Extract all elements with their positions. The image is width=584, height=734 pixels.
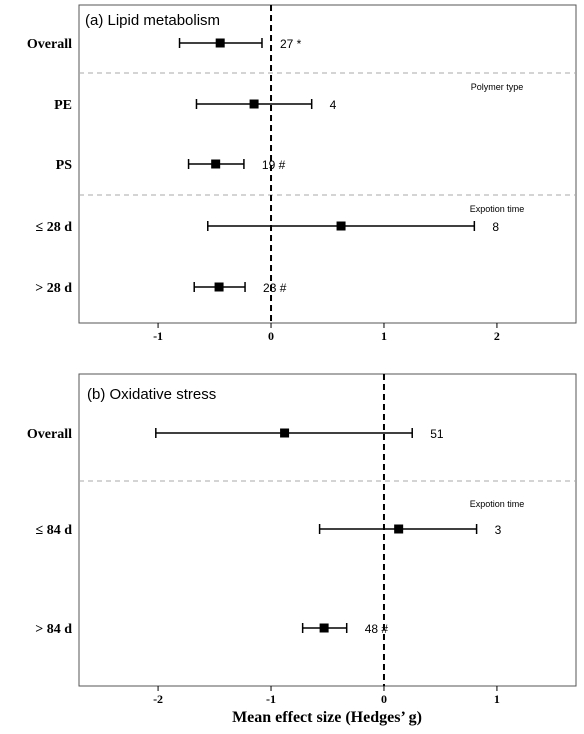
sample-size-label: 3 bbox=[495, 523, 502, 537]
row-label: ≤ 84 d bbox=[36, 523, 73, 538]
mean-marker bbox=[394, 524, 404, 534]
panel-a-x-axis: -1 0 1 2 bbox=[153, 323, 500, 343]
panel-b-rows: Overall 51 ≤ 84 d 3 > 84 d 48 # bbox=[27, 427, 502, 637]
panel-a-rows: Overall 27 * PE 4 PS 19 # ≤ 28 d 8 > 28 d 23 # bbox=[27, 37, 499, 296]
mean-marker bbox=[336, 221, 346, 231]
sample-size-label: 48 # bbox=[365, 622, 389, 636]
panel-a-frame bbox=[78, 4, 577, 324]
panel-b-group-notes: Expotion time bbox=[470, 499, 525, 509]
row-label: PS bbox=[56, 158, 73, 173]
x-tick-label: 0 bbox=[268, 329, 274, 343]
mean-marker bbox=[215, 38, 225, 48]
sample-size-label: 51 bbox=[430, 427, 444, 441]
panel-b-x-axis: -2 -1 0 1 bbox=[153, 686, 500, 706]
row-label: > 84 d bbox=[35, 622, 72, 637]
mean-marker bbox=[214, 282, 224, 292]
row-label: Overall bbox=[27, 427, 72, 442]
sample-size-label: 19 # bbox=[262, 158, 286, 172]
panel-a-group-notes: Polymer type Expotion time bbox=[470, 82, 525, 214]
sample-size-label: 4 bbox=[330, 98, 337, 112]
sample-size-label: 23 # bbox=[263, 281, 287, 295]
group-note: Expotion time bbox=[470, 499, 525, 509]
sample-size-label: 8 bbox=[492, 220, 499, 234]
group-note: Polymer type bbox=[471, 82, 524, 92]
x-tick-label: 0 bbox=[381, 692, 387, 706]
panel-a-dividers bbox=[79, 72, 576, 196]
row-label: ≤ 28 d bbox=[36, 220, 73, 235]
mean-marker bbox=[249, 99, 259, 109]
x-tick-label: -1 bbox=[153, 329, 163, 343]
panel-lipid-metabolism: (a) Lipid metabolism -1 0 1 2 Polymer type E… bbox=[27, 4, 577, 343]
x-tick-label: -1 bbox=[266, 692, 276, 706]
x-tick-label: -2 bbox=[153, 692, 163, 706]
mean-marker bbox=[211, 159, 221, 169]
mean-marker bbox=[280, 428, 290, 438]
row-label: > 28 d bbox=[35, 281, 72, 296]
x-axis-label: Mean effect size (Hedges’ g) bbox=[232, 709, 422, 726]
sample-size-label: 27 * bbox=[280, 37, 302, 51]
panel-b-title: (b) Oxidative stress bbox=[87, 386, 216, 403]
panel-b-frame bbox=[78, 373, 577, 687]
mean-marker bbox=[319, 623, 329, 633]
x-tick-label: 2 bbox=[494, 329, 500, 343]
group-note: Expotion time bbox=[470, 204, 525, 214]
panel-oxidative-stress: (b) Oxidative stress -2 -1 0 1 Expotion tim… bbox=[27, 373, 577, 706]
x-tick-label: 1 bbox=[494, 692, 500, 706]
row-label: Overall bbox=[27, 37, 72, 52]
x-tick-label: 1 bbox=[381, 329, 387, 343]
panel-a-title: (a) Lipid metabolism bbox=[85, 12, 220, 29]
row-label: PE bbox=[54, 98, 72, 113]
